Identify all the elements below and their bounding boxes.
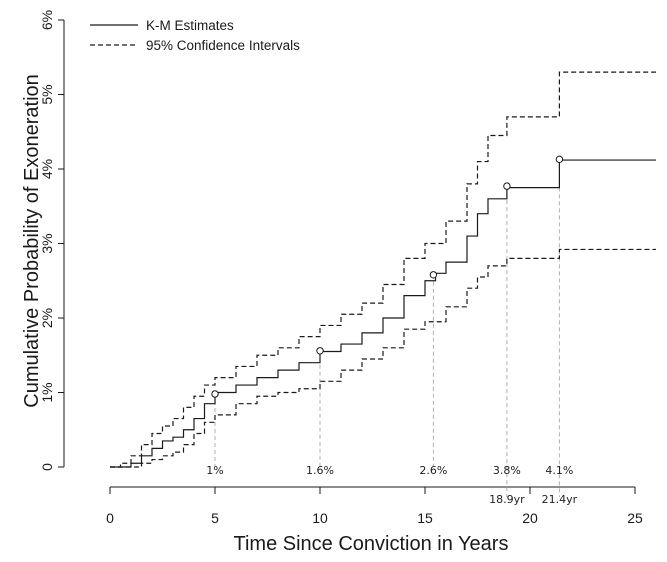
y-tick-label: 2% [39,308,55,328]
x-tick-label: 25 [627,510,643,526]
y-tick-label: 3% [39,233,55,253]
marker-value-label: 1.6% [306,464,334,477]
marker-point [503,182,511,190]
y-tick-label: 0 [39,463,55,471]
x-tick-label: 15 [417,510,433,526]
ci-series-line [110,248,656,468]
marker-point [555,155,564,164]
legend-label: 95% Confidence Intervals [146,38,300,53]
marker-point [316,347,324,355]
x-tick-label: 5 [211,510,219,526]
y-tick-label: 4% [39,159,55,179]
legend-label: K-M Estimates [146,18,234,33]
x-tick-label: 0 [106,510,114,526]
marker-guide-lines [214,159,560,497]
y-tick-label: 5% [39,84,55,104]
marker-year-label: 21.4yr [542,493,578,506]
x-tick-label: 20 [522,510,538,526]
axes: 0 1% 2% 3% 4% 5% 6% 0 5 10 15 20 25 [39,10,643,526]
marker-year-label: 18.9yr [489,493,525,506]
marker-value-label: 1% [206,464,223,477]
x-axis-title: Time Since Conviction in Years [234,533,509,555]
legend: K-M Estimates 95% Confidence Intervals [90,18,300,53]
marker-point [211,390,219,398]
km-series-line [110,159,656,468]
x-tick-label: 10 [312,510,328,526]
marker-points [211,155,564,398]
y-tick-label: 1% [39,382,55,402]
marker-point [429,271,438,279]
series-group [110,71,656,468]
marker-value-label: 3.8% [493,464,521,477]
marker-labels: 1% 1.6% 2.6% 3.8% 18.9yr 4.1% 21.4yr [206,464,577,506]
y-axis-title: Cumulative Probability of Exoneration [21,74,43,408]
marker-value-label: 2.6% [419,464,447,477]
y-tick-label: 6% [39,10,55,30]
marker-value-label: 4.1% [545,464,573,477]
ci-series-line [110,71,656,468]
